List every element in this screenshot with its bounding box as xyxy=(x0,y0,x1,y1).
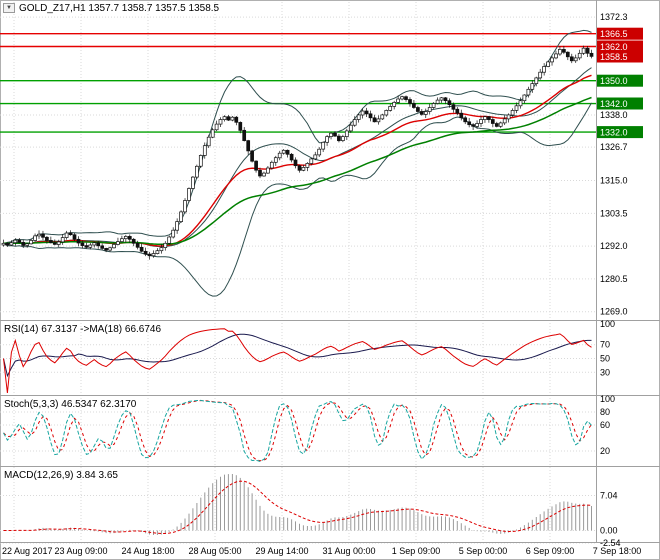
price-level-badge-label: 1342.0 xyxy=(600,99,628,109)
price-level-badge-label: 1366.5 xyxy=(600,29,628,39)
macd-axis-label: 7.04 xyxy=(600,491,618,501)
time-axis-label: 23 Aug 09:00 xyxy=(54,546,107,556)
macd-histogram xyxy=(6,474,592,535)
rsi-ma-line xyxy=(3,333,592,378)
price-axis-label: 1338.0 xyxy=(600,110,628,120)
indicator-axis-label: 70 xyxy=(600,340,610,350)
price-level-badge xyxy=(597,27,643,40)
indicator-axis-label: 60 xyxy=(600,420,610,430)
time-axis-label: 5 Sep 00:00 xyxy=(459,546,508,556)
time-axis-label: 1 Sep 09:00 xyxy=(392,546,441,556)
stoch-signal-line xyxy=(3,400,592,462)
main-pane-header: ▼ GOLD_Z17,H1 1357.7 1358.7 1357.5 1358.5 xyxy=(3,3,219,14)
rsi-line xyxy=(3,328,592,394)
price-axis-label: 1280.5 xyxy=(600,274,628,284)
macd-pane-header: MACD(12,26,9) 3.84 3.65 xyxy=(4,470,118,481)
bollinger-upper-band xyxy=(3,29,592,244)
time-axis-label: 24 Aug 18:00 xyxy=(121,546,174,556)
price-level-badge xyxy=(597,74,643,87)
ma-fast-line xyxy=(3,74,592,247)
time-axis-label: 28 Aug 05:00 xyxy=(188,546,241,556)
price-axis-label: 1269.0 xyxy=(600,307,628,317)
price-axis-label: 1303.5 xyxy=(600,208,628,218)
macd-axis-label: -2.54 xyxy=(600,538,621,548)
price-level-badge xyxy=(597,40,643,53)
price-level-badge-label: 1358.5 xyxy=(600,52,628,62)
indicator-axis-label: 30 xyxy=(600,367,610,377)
grid-lines xyxy=(0,2,596,544)
indicator-axis-label: 20 xyxy=(600,446,610,456)
indicator-axis-label: 100 xyxy=(600,319,615,329)
price-level-badge-label: 1362.0 xyxy=(600,42,628,52)
price-level-badge-label: 1350.0 xyxy=(600,76,628,86)
time-axis-label: 29 Aug 14:00 xyxy=(255,546,308,556)
price-axis-label: 1315.0 xyxy=(600,176,628,186)
time-axis-labels[interactable]: 22 Aug 2017 23 Aug 09:00 24 Aug 18:00 28 Au… xyxy=(2,546,641,556)
price-level-badge xyxy=(597,50,643,63)
symbol-dropdown-icon[interactable]: ▼ xyxy=(3,3,15,14)
time-axis-label: 22 Aug 2017 xyxy=(2,546,53,556)
stoch-main-line xyxy=(3,399,592,462)
pane-separators[interactable] xyxy=(0,0,660,543)
level-lines xyxy=(0,32,596,133)
indicator-axis-label: 80 xyxy=(600,407,610,417)
candlestick-series xyxy=(1,45,594,260)
rsi-pane-header: RSI(14) 67.3137 ->MA(18) 66.6746 xyxy=(4,324,162,335)
indicator-overlays xyxy=(3,29,592,297)
ma-slow-line xyxy=(3,96,592,246)
bollinger-middle-band xyxy=(3,67,592,248)
macd-axis-label: 0.00 xyxy=(600,526,618,536)
price-axis-label: 1326.7 xyxy=(600,142,628,152)
indicator-axis-label: 50 xyxy=(600,354,610,364)
price-level-badge-label: 1332.0 xyxy=(600,128,628,138)
time-axis-label: 6 Sep 09:00 xyxy=(526,546,575,556)
price-axis-label: 1292.0 xyxy=(600,241,628,251)
time-axis-label: 7 Sep 18:00 xyxy=(593,546,642,556)
main-header-label: GOLD_Z17,H1 1357.7 1358.7 1357.5 1358.5 xyxy=(18,3,220,14)
macd-signal-line xyxy=(3,480,592,534)
stoch-pane-header: Stoch(5,3,3) 46.5347 62.3170 xyxy=(4,399,137,410)
price-level-badge xyxy=(597,97,643,110)
time-axis-label: 31 Aug 00:00 xyxy=(322,546,375,556)
indicator-axis-label: 100 xyxy=(600,394,615,404)
price-axis-label: 1372.3 xyxy=(600,12,628,22)
price-axis-labels: 1372.3 1338.0 1326.7 1315.0 1303.5 1292.0 1280… xyxy=(597,12,643,548)
price-level-badge xyxy=(597,126,643,139)
